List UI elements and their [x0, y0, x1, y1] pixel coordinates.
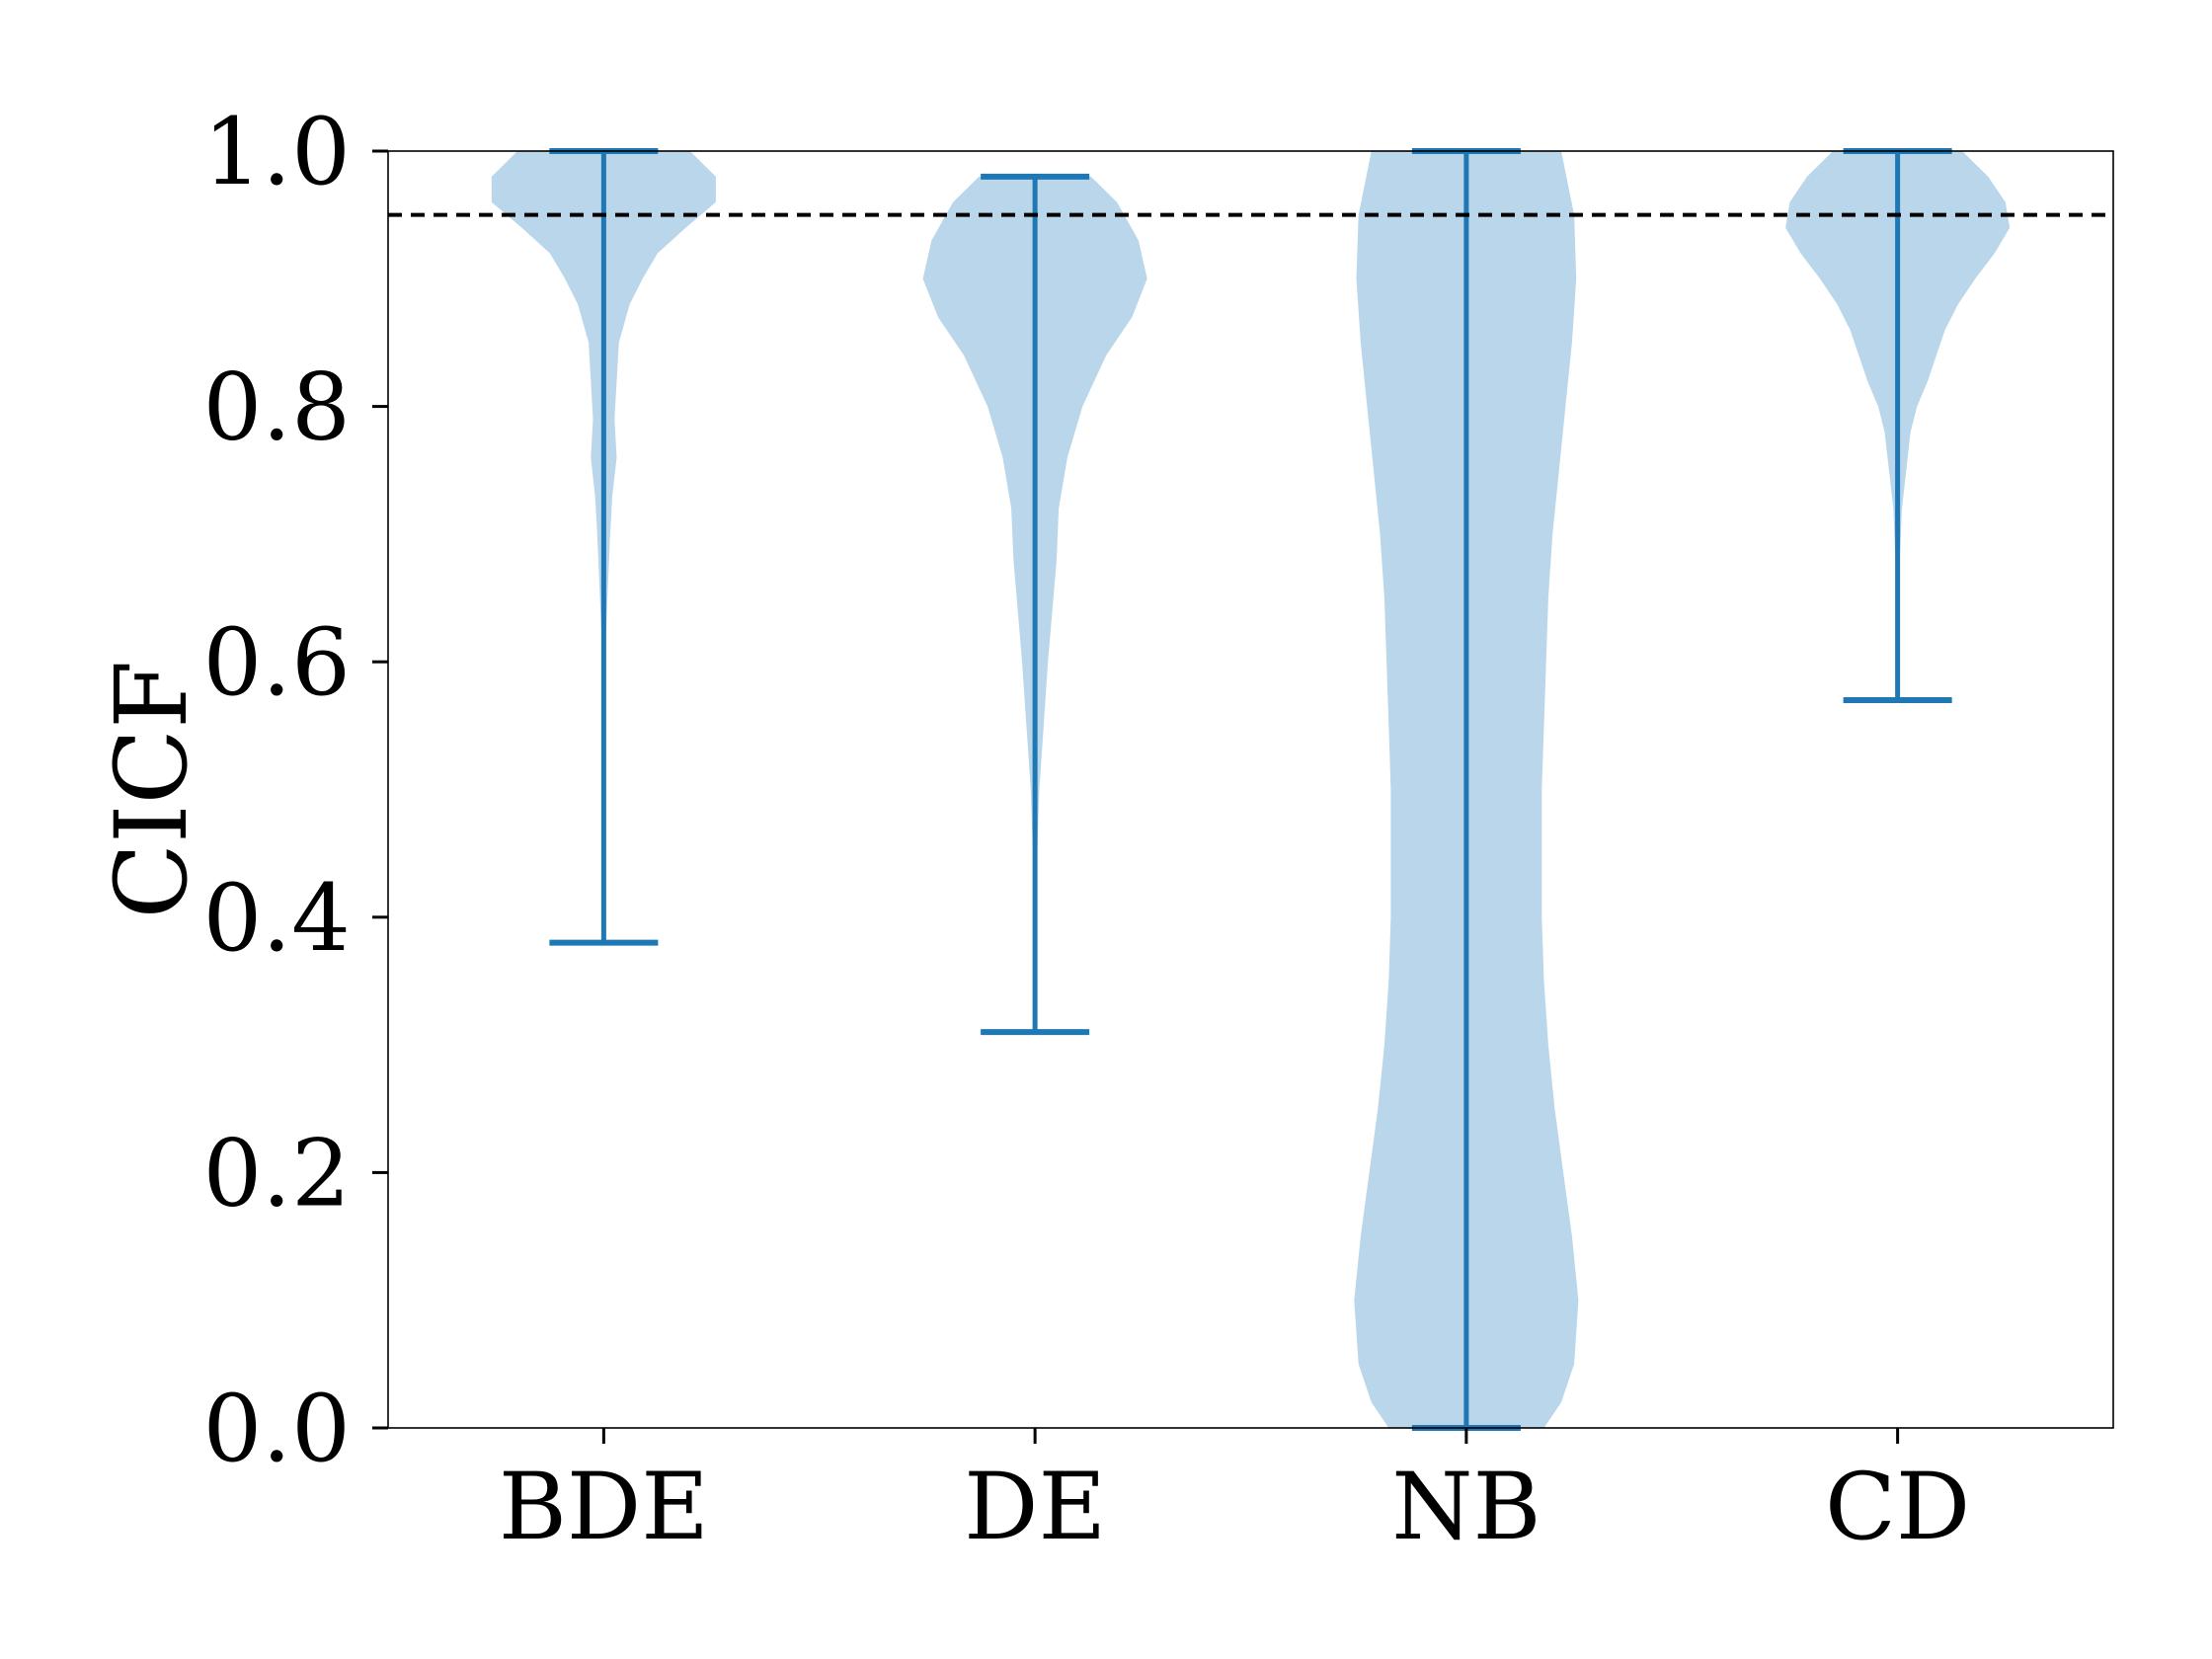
y-tick-label: 0.2 — [203, 1120, 352, 1227]
plot-frame — [387, 150, 2114, 1429]
y-tick-label: 0.4 — [203, 865, 352, 973]
tick-layer: 0.0 0.2 0.4 0.6 0.8 1.0 BDE DE NB CD — [203, 99, 1971, 1561]
y-tick-label: 0.0 — [203, 1376, 352, 1483]
x-tick-label-de: DE — [964, 1454, 1106, 1561]
y-tick-label: 0.8 — [203, 355, 352, 462]
x-tick-label-cd: CD — [1825, 1454, 1970, 1561]
x-tick-label-bde: BDE — [499, 1454, 709, 1561]
violin-layer — [491, 148, 2011, 1431]
y-tick-label: 0.6 — [203, 609, 352, 717]
x-tick-label-nb: NB — [1391, 1454, 1540, 1561]
y-axis-label: CICF — [94, 661, 209, 919]
y-tick-label: 1.0 — [203, 99, 352, 206]
